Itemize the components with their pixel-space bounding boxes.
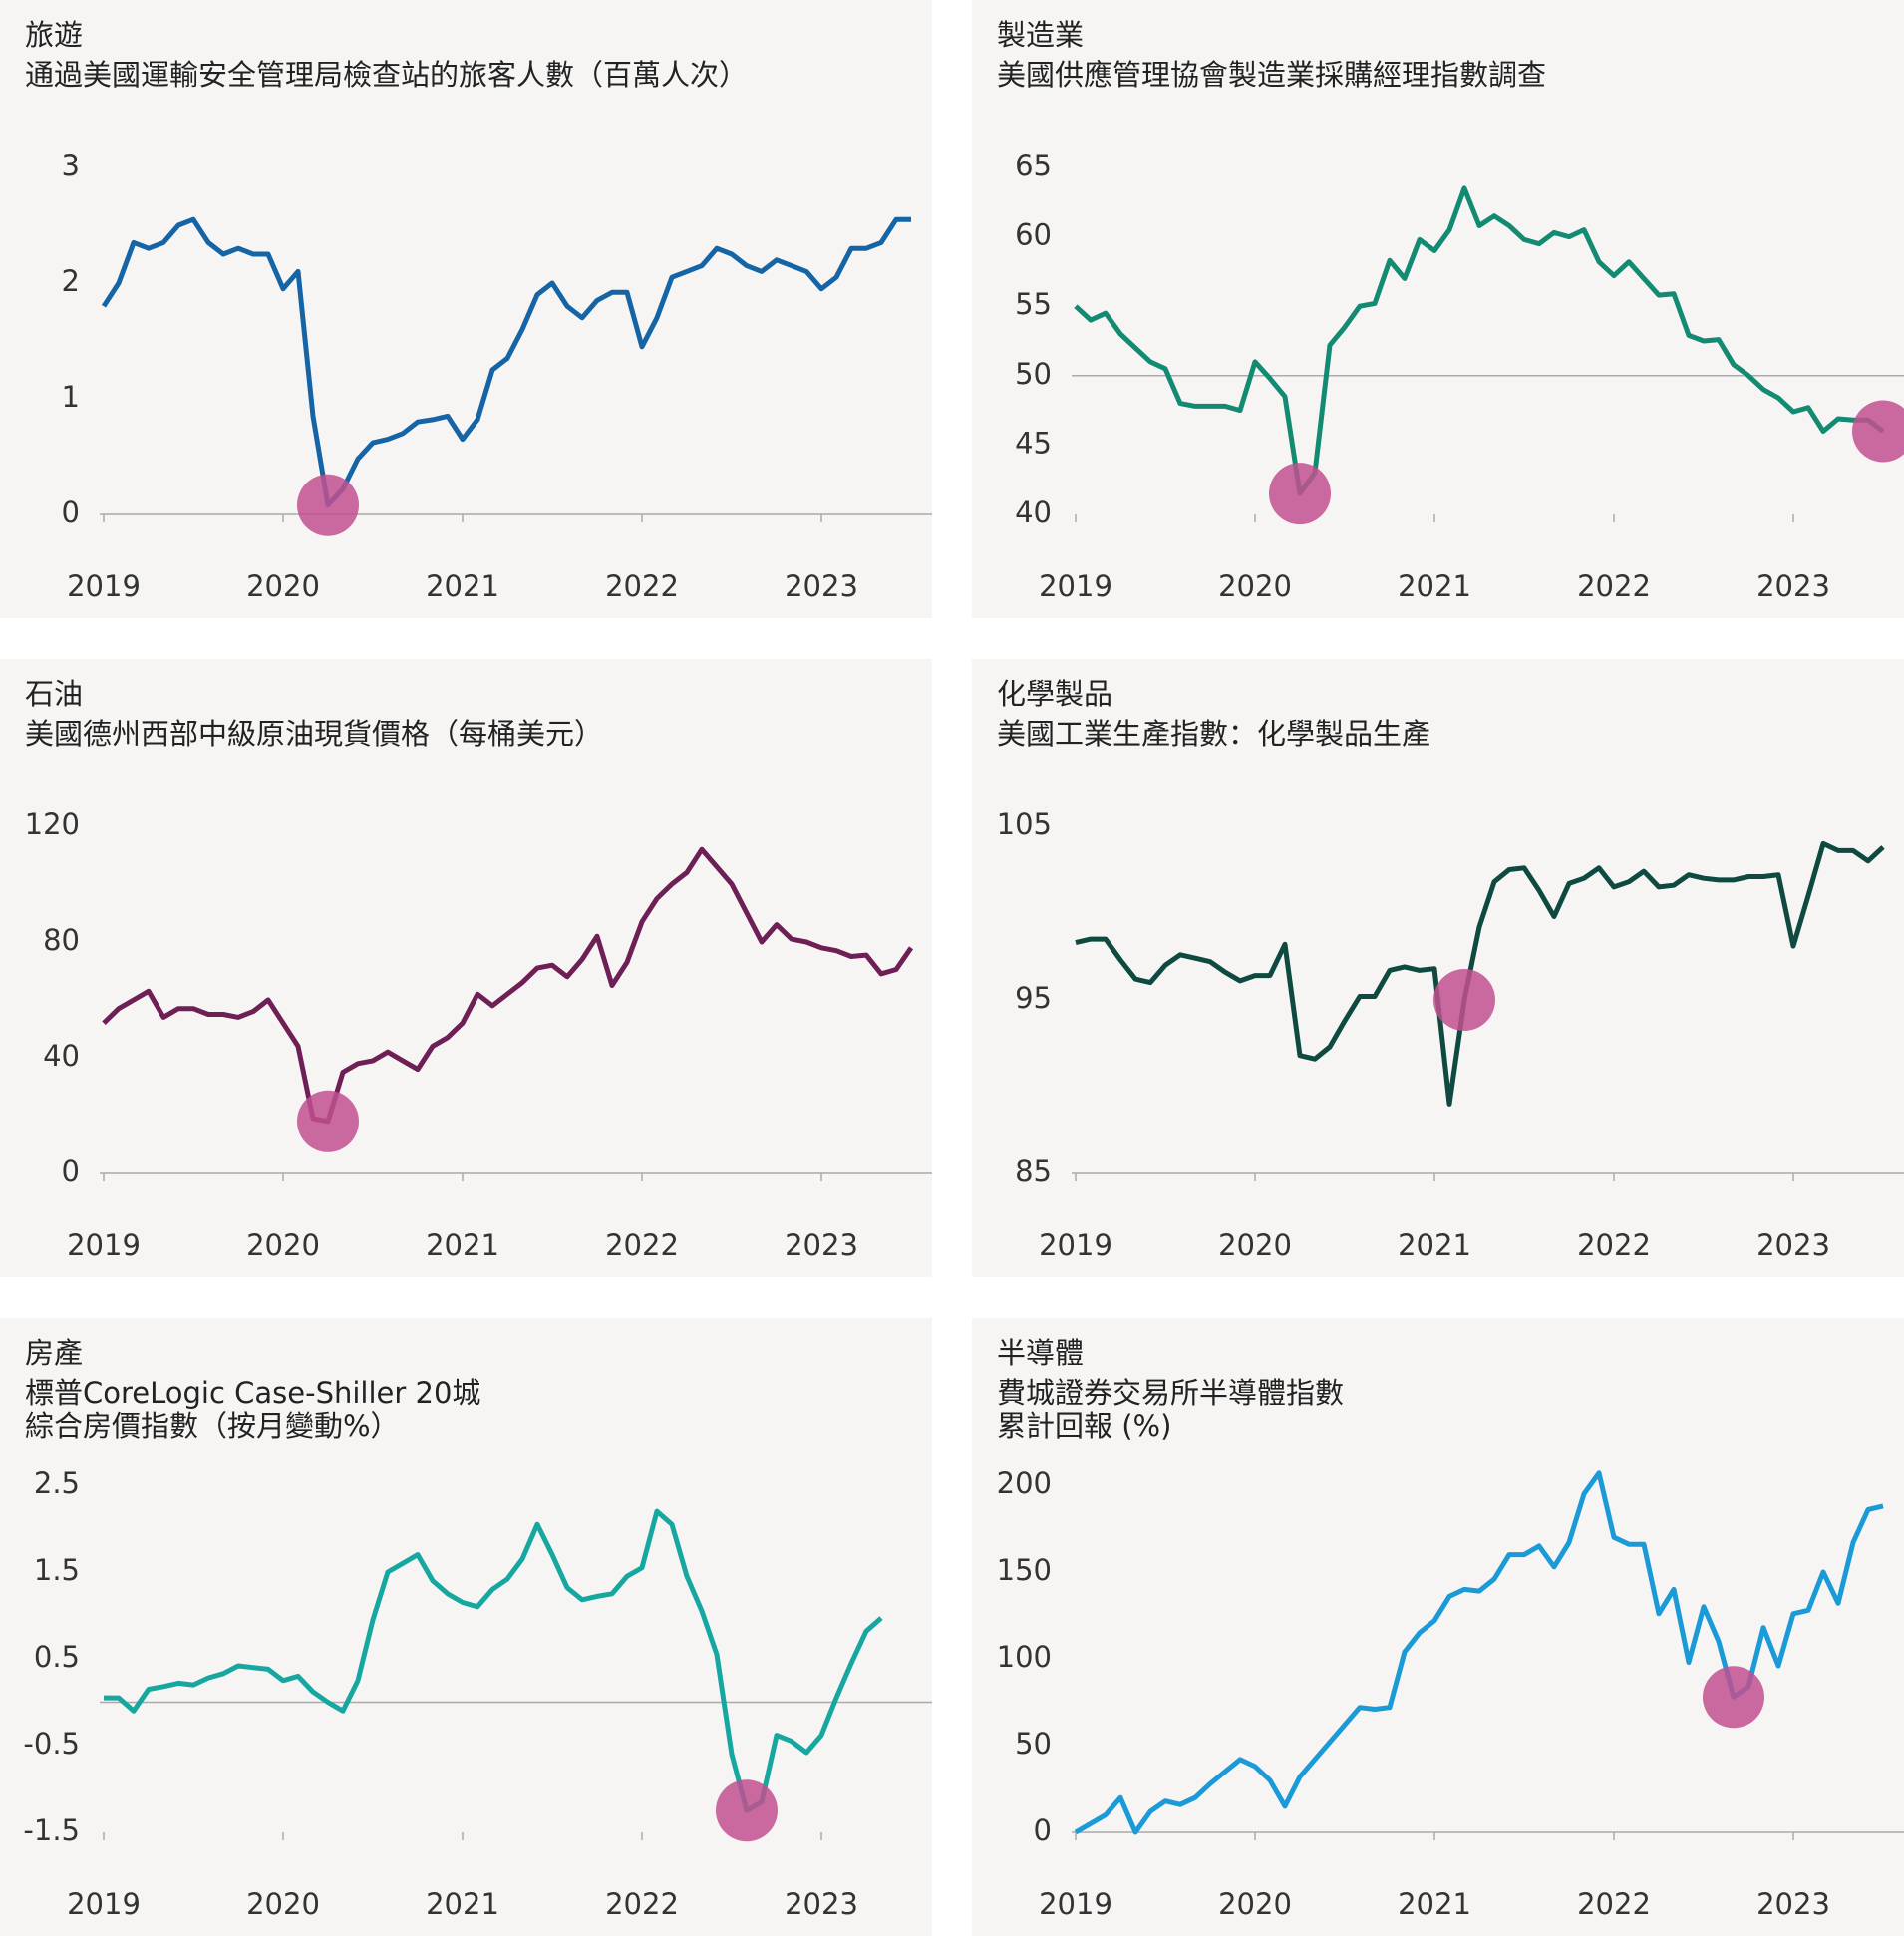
x-tick-label: 2019	[1039, 1228, 1112, 1262]
x-tick-label: 2022	[605, 1887, 679, 1921]
y-tick-label: 150	[997, 1553, 1052, 1587]
x-tick-label: 2023	[1756, 569, 1830, 603]
y-tick-label: 40	[43, 1039, 80, 1073]
x-tick-label: 2022	[605, 1228, 679, 1262]
chart-title: 石油	[25, 677, 83, 711]
y-tick-label: 50	[1015, 1727, 1052, 1761]
y-tick-label: 200	[997, 1466, 1052, 1500]
x-tick-label: 2023	[785, 569, 858, 603]
x-tick-label: 2022	[605, 569, 679, 603]
y-tick-label: 1.5	[34, 1553, 80, 1587]
y-tick-label: 0.5	[34, 1640, 80, 1674]
highlight-circle	[716, 1779, 778, 1842]
y-tick-label: -0.5	[23, 1727, 80, 1761]
x-tick-label: 2021	[1398, 1228, 1471, 1262]
chart-subtitle: 標普CoreLogic Case-Shiller 20城	[25, 1376, 480, 1410]
y-tick-label: 1	[62, 380, 80, 414]
x-tick-label: 2019	[67, 1228, 141, 1262]
x-tick-label: 2020	[246, 1228, 320, 1262]
data-line	[1075, 840, 1885, 1107]
y-tick-label: 95	[1015, 981, 1052, 1015]
y-tick-label: 85	[1015, 1154, 1052, 1188]
y-tick-label: 45	[1015, 426, 1052, 460]
highlight-circle	[1852, 400, 1904, 463]
highlight-circle	[1269, 463, 1331, 525]
x-tick-label: 2020	[246, 1887, 320, 1921]
chart-title: 半導體	[997, 1336, 1084, 1370]
chart-subtitle: 通過美國運輸安全管理局檢查站的旅客人數（百萬人次）	[25, 58, 748, 92]
chart-subtitle: 累計回報 (%)	[997, 1409, 1171, 1443]
x-tick-label: 2020	[1218, 569, 1292, 603]
data-line	[101, 216, 911, 508]
x-tick-label: 2020	[1218, 1228, 1292, 1262]
chart-subtitle: 美國德州西部中級原油現貨價格（每桶美元）	[25, 717, 603, 751]
x-tick-label: 2021	[1398, 1887, 1471, 1921]
chart-subtitle: 美國工業生產指數：化學製品生產	[997, 717, 1430, 751]
x-tick-label: 2021	[1398, 569, 1471, 603]
x-tick-label: 2019	[67, 1887, 141, 1921]
y-tick-label: 60	[1015, 218, 1052, 252]
y-tick-label: 2	[62, 264, 80, 298]
y-tick-label: 55	[1015, 287, 1052, 321]
data-line	[1074, 1470, 1884, 1835]
x-tick-label: 2019	[1039, 1887, 1112, 1921]
chart-subtitle: 美國供應管理協會製造業採購經理指數調查	[997, 58, 1546, 92]
x-tick-label: 2023	[785, 1887, 858, 1921]
x-tick-label: 2022	[1577, 569, 1651, 603]
x-tick-label: 2023	[785, 1228, 858, 1262]
chart-subtitle: 費城證券交易所半導體指數	[997, 1376, 1344, 1410]
y-tick-label: 2.5	[34, 1466, 80, 1500]
y-tick-label: 40	[1015, 495, 1052, 529]
x-tick-label: 2021	[426, 569, 499, 603]
x-tick-label: 2022	[1577, 1228, 1651, 1262]
chart-title: 化學製品	[997, 677, 1112, 711]
x-tick-label: 2020	[1218, 1887, 1292, 1921]
highlight-circle	[1703, 1666, 1764, 1729]
data-line	[102, 846, 914, 1125]
data-line	[1074, 185, 1885, 496]
chart-title: 旅遊	[25, 18, 83, 52]
chart-title: 製造業	[997, 18, 1084, 52]
highlight-circle	[1433, 969, 1495, 1031]
x-tick-label: 2019	[1039, 569, 1112, 603]
y-tick-label: 80	[43, 923, 80, 957]
y-tick-label: 50	[1015, 357, 1052, 391]
y-tick-label: 0	[62, 495, 80, 529]
y-tick-label: 65	[1015, 149, 1052, 182]
x-tick-label: 2023	[1756, 1887, 1830, 1921]
highlight-circle	[297, 474, 359, 536]
y-tick-label: 0	[1034, 1813, 1052, 1847]
y-tick-label: -1.5	[23, 1813, 80, 1847]
x-tick-label: 2020	[246, 569, 320, 603]
x-tick-label: 2021	[426, 1887, 499, 1921]
data-line	[104, 1508, 883, 1813]
x-tick-label: 2021	[426, 1228, 499, 1262]
y-tick-label: 100	[997, 1640, 1052, 1674]
x-tick-label: 2022	[1577, 1887, 1651, 1921]
y-tick-label: 3	[62, 149, 80, 182]
highlight-circle	[297, 1090, 359, 1152]
x-tick-label: 2019	[67, 569, 141, 603]
y-tick-label: 120	[25, 807, 80, 841]
y-tick-label: 0	[62, 1154, 80, 1188]
chart-title: 房產	[25, 1336, 83, 1370]
chart-subtitle: 綜合房價指數（按月變動%）	[25, 1409, 400, 1443]
x-tick-label: 2023	[1756, 1228, 1830, 1262]
y-tick-label: 105	[997, 807, 1052, 841]
